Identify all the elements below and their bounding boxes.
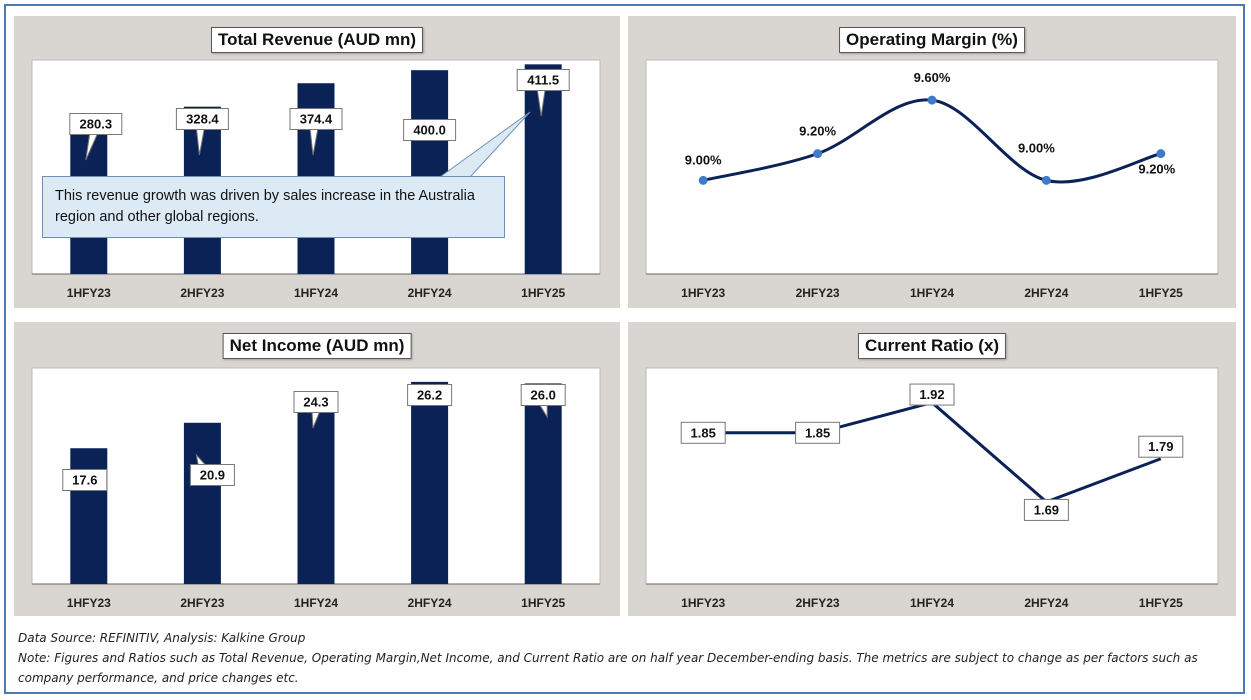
data-label: 400.0 — [403, 119, 457, 141]
operating-margin-panel: 1HFY23 2HFY23 1HFY24 2HFY24 1HFY25 9.00% 9.20%… — [628, 16, 1236, 308]
data-label-text: 1.69 — [1034, 502, 1059, 517]
data-label-text: 1.85 — [805, 425, 830, 440]
data-label: 9.60% — [914, 70, 951, 85]
data-label: 9.20% — [799, 124, 836, 139]
net-income-chart: 1HFY23 2HFY23 1HFY24 2HFY24 1HFY25 17.6 20.9 24… — [31, 367, 601, 610]
data-label: 1.85 — [795, 421, 841, 444]
x-tick-label: 1HFY23 — [67, 286, 111, 300]
data-label-text: 20.9 — [200, 468, 225, 483]
x-tick-label: 1HFY25 — [521, 286, 565, 300]
data-label-box — [795, 421, 841, 444]
data-label: 17.6 — [62, 469, 108, 491]
total-revenue-panel: 1HFY23 2HFY23 1HFY24 2HFY24 1HFY25 280.3 328.4… — [14, 16, 620, 308]
data-label-box — [516, 69, 570, 91]
data-point — [698, 175, 708, 185]
data-label: 1.85 — [680, 421, 726, 444]
data-point — [1156, 149, 1166, 159]
bar — [297, 396, 335, 584]
x-tick-label: 2HFY24 — [408, 286, 452, 300]
plot-area — [645, 59, 1219, 275]
bar — [411, 381, 449, 584]
data-label: 1.79 — [1138, 435, 1184, 458]
x-tick-label: 1HFY23 — [67, 596, 111, 610]
data-label-box — [69, 113, 123, 135]
data-label-text: 26.0 — [531, 388, 556, 403]
x-tick-label: 1HFY25 — [521, 596, 565, 610]
data-label-text: 328.4 — [186, 112, 219, 127]
data-label-box — [520, 384, 566, 406]
operating-margin-title: Operating Margin (%) — [839, 27, 1025, 53]
data-label: 9.00% — [685, 152, 722, 167]
footer-note: Note: Figures and Ratios such as Total R… — [18, 651, 1198, 685]
data-label-text: 17.6 — [72, 473, 97, 488]
revenue-callout: This revenue growth was driven by sales … — [42, 176, 505, 238]
operating-margin-chart: 1HFY23 2HFY23 1HFY24 2HFY24 1HFY25 9.00% 9.20%… — [645, 59, 1219, 300]
data-label-text: 1.85 — [691, 425, 716, 440]
x-tick-label: 2HFY23 — [180, 596, 224, 610]
x-tick-label: 2HFY23 — [796, 596, 840, 610]
data-label: 1.69 — [1023, 498, 1069, 521]
data-label-text: 1.79 — [1148, 439, 1173, 454]
data-label-box — [293, 391, 339, 413]
data-label: 1.92 — [909, 383, 955, 406]
x-tick-label: 2HFY24 — [408, 596, 452, 610]
data-label-box — [62, 469, 108, 491]
data-label-box — [1138, 435, 1184, 458]
bar — [70, 448, 108, 584]
data-label: 411.5 — [516, 69, 570, 117]
data-label: 26.2 — [407, 384, 453, 406]
x-tick-label: 1HFY25 — [1139, 596, 1183, 610]
x-tick-label: 1HFY24 — [910, 596, 954, 610]
x-tick-label: 1HFY25 — [1139, 286, 1183, 300]
x-tick-label: 2HFY23 — [180, 286, 224, 300]
x-tick-label: 1HFY23 — [681, 596, 725, 610]
bar — [411, 70, 449, 274]
bar — [524, 383, 562, 584]
data-label: 26.0 — [520, 384, 566, 419]
data-point — [1041, 175, 1051, 185]
x-tick-label: 2HFY24 — [1024, 286, 1068, 300]
data-label: 374.4 — [289, 108, 343, 156]
total-revenue-chart: 1HFY23 2HFY23 1HFY24 2HFY24 1HFY25 280.3 328.4… — [31, 59, 601, 300]
data-label-text: 280.3 — [80, 117, 113, 132]
bar — [183, 422, 221, 584]
data-label: 328.4 — [175, 108, 229, 156]
data-label: 20.9 — [189, 453, 235, 486]
data-point — [813, 149, 823, 159]
data-point — [927, 95, 937, 105]
data-label-text: 1.92 — [919, 387, 944, 402]
x-tick-label: 1HFY24 — [910, 286, 954, 300]
data-label: 24.3 — [293, 391, 339, 429]
data-label-text: 400.0 — [413, 123, 446, 138]
net-income-panel: 1HFY23 2HFY23 1HFY24 2HFY24 1HFY25 17.6 20.9 24… — [14, 322, 620, 616]
data-label-text: 24.3 — [303, 395, 328, 410]
x-tick-label: 2HFY23 — [796, 286, 840, 300]
data-label-box — [1023, 498, 1069, 521]
x-tick-label: 1HFY23 — [681, 286, 725, 300]
data-label-box — [289, 108, 343, 130]
data-label-box — [175, 108, 229, 130]
data-label: 9.00% — [1018, 140, 1055, 155]
data-label: 9.20% — [1138, 162, 1175, 177]
data-label-text: 374.4 — [300, 112, 333, 127]
x-tick-label: 1HFY24 — [294, 596, 338, 610]
footer: Data Source: REFINITIV, Analysis: Kalkin… — [18, 628, 1228, 688]
footer-source: Data Source: REFINITIV, Analysis: Kalkin… — [18, 631, 306, 645]
data-label: 280.3 — [69, 113, 123, 161]
x-tick-label: 2HFY24 — [1024, 596, 1068, 610]
current-ratio-chart: 1HFY23 2HFY23 1HFY24 2HFY24 1HFY25 1.85 1.85 1.… — [645, 367, 1219, 610]
net-income-title: Net Income (AUD mn) — [222, 333, 412, 359]
data-label-box — [189, 464, 235, 486]
data-label-box — [680, 421, 726, 444]
data-label-text: 411.5 — [527, 73, 559, 88]
data-label-box — [909, 383, 955, 406]
current-ratio-panel: 1HFY23 2HFY23 1HFY24 2HFY24 1HFY25 1.85 1.85 1.… — [628, 322, 1236, 616]
current-ratio-title: Current Ratio (x) — [857, 333, 1007, 359]
data-label-box — [407, 384, 453, 406]
x-tick-label: 1HFY24 — [294, 286, 338, 300]
total-revenue-title: Total Revenue (AUD mn) — [210, 27, 424, 53]
data-label-text: 26.2 — [417, 388, 442, 403]
